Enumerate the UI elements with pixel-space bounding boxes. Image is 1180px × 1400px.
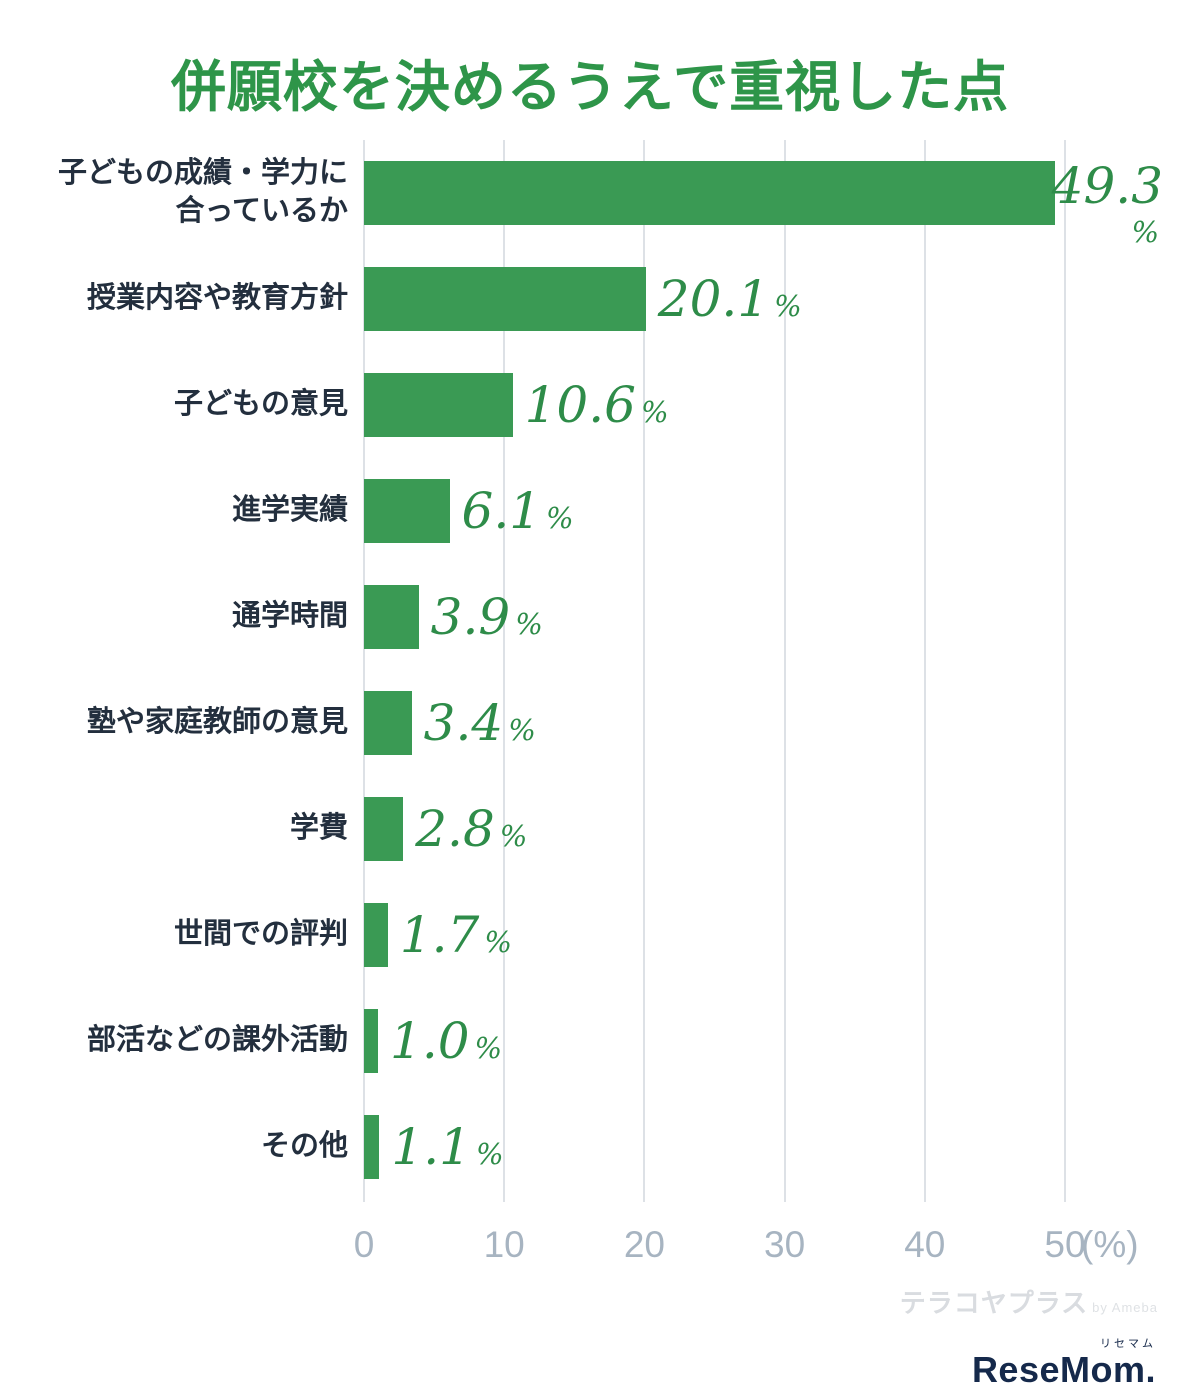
value-number: 3.9: [430, 588, 511, 646]
value-label: 20.1%: [658, 274, 802, 324]
watermark-suffix: by Ameba: [1092, 1300, 1158, 1315]
chart-title: 併願校を決めるうえで重視した点: [170, 56, 1010, 118]
watermark: テラコヤプラス by Ameba: [900, 1283, 1158, 1320]
gridline: [783, 140, 786, 1202]
value-percent-sign: %: [774, 289, 802, 323]
bar-chart: 子どもの成績・学力に 合っているか 49.3% 授業内容や教育方針 20.1% 子どもの…: [0, 140, 1180, 1290]
bar-area: 20.1%: [364, 267, 1065, 331]
bar-area: 6.1%: [364, 479, 1065, 543]
x-tick-label: 10: [483, 1224, 525, 1265]
x-tick-label: 30: [764, 1224, 806, 1265]
category-label: 授業内容や教育方針: [86, 282, 348, 315]
x-tick-label: 0: [353, 1224, 375, 1265]
value-percent-sign: %: [499, 819, 528, 853]
bar: [364, 479, 450, 543]
category-label: 子どもの意見: [173, 388, 348, 421]
x-axis-unit: (%): [1081, 1224, 1139, 1265]
bar-row: 学費 2.8%: [0, 776, 1180, 882]
bar-area: 2.8%: [364, 797, 1065, 861]
value-number: 1.7: [399, 906, 480, 964]
bar-row: 世間での評判 1.7%: [0, 882, 1180, 988]
value-percent-sign: %: [515, 607, 543, 641]
bar-row: 部活などの課外活動 1.0%: [0, 988, 1180, 1094]
bar-row: 授業内容や教育方針 20.1%: [0, 246, 1180, 352]
bar-rows: 子どもの成績・学力に 合っているか 49.3% 授業内容や教育方針 20.1% 子どもの…: [0, 140, 1180, 1200]
bar: [364, 903, 388, 967]
gridline: [643, 140, 646, 1202]
category-label: 部活などの課外活動: [86, 1024, 348, 1057]
value-number: 2.8: [415, 800, 495, 858]
category-label: 進学実績: [231, 494, 348, 527]
bar: [364, 373, 513, 437]
value-percent-sign: %: [640, 395, 669, 429]
bar-row: 進学実績 6.1%: [0, 458, 1180, 564]
grid-layer: [363, 140, 1066, 1202]
value-percent-sign: %: [546, 501, 574, 535]
value-number: 10.6: [524, 376, 636, 434]
category-label: 世間での評判: [173, 918, 348, 951]
bar-area: 1.1%: [364, 1115, 1065, 1179]
value-number: 3.4: [423, 694, 504, 752]
bar-row: 通学時間 3.9%: [0, 564, 1180, 670]
bar-area: 10.6%: [364, 373, 1065, 437]
bar-row: 子どもの意見 10.6%: [0, 352, 1180, 458]
category-label: その他: [260, 1130, 348, 1163]
value-number: 49.3: [1051, 157, 1163, 215]
value-percent-sign: %: [508, 713, 536, 747]
value-label: 1.1%: [391, 1122, 503, 1172]
value-label: 49.3%: [1052, 161, 1163, 249]
bar-area: 1.7%: [364, 903, 1065, 967]
value-percent-sign: %: [474, 1031, 503, 1065]
bar-row: 塾や家庭教師の意見 3.4%: [0, 670, 1180, 776]
bar-area: 3.9%: [364, 585, 1065, 649]
bar-row: 子どもの成績・学力に 合っているか 49.3%: [0, 140, 1180, 249]
value-percent-sign: %: [484, 925, 512, 959]
category-label: 通学時間: [231, 600, 348, 633]
category-label: 子どもの成績・学力に 合っているか: [57, 157, 348, 227]
value-number: 20.1: [657, 270, 770, 328]
category-label: 塾や家庭教師の意見: [86, 706, 348, 739]
bar: [364, 1009, 379, 1073]
gridline: [503, 140, 506, 1202]
gridline: [363, 140, 365, 1202]
bar-row: その他 1.1%: [0, 1094, 1180, 1200]
bar: [364, 267, 646, 331]
value-number: 1.0: [390, 1012, 470, 1070]
resemom-logo: リセマム ReseMom.: [972, 1339, 1156, 1388]
x-tick-label: 40: [904, 1224, 946, 1265]
bar-area: 1.0%: [364, 1009, 1065, 1073]
logo-ruby: リセマム: [1100, 1338, 1156, 1350]
value-percent-sign: %: [1131, 215, 1159, 249]
bar: [364, 585, 419, 649]
watermark-text: テラコヤプラス: [899, 1288, 1089, 1318]
value-number: 1.1: [391, 1118, 471, 1176]
x-axis: 0 10 20 30 40 50 (%): [354, 1202, 1139, 1290]
value-label: 2.8%: [415, 804, 527, 854]
x-tick-label: 50: [1044, 1224, 1086, 1265]
bar: [364, 1115, 380, 1179]
bar: [364, 161, 1056, 225]
value-label: 3.9%: [431, 592, 543, 642]
value-number: 6.1: [461, 482, 542, 540]
logo-text: ReseMom.: [971, 1349, 1156, 1390]
bar-area: 3.4%: [364, 691, 1065, 755]
value-label: 6.1%: [462, 486, 574, 536]
bar: [364, 797, 404, 861]
gridline: [923, 140, 926, 1202]
value-label: 3.4%: [424, 698, 536, 748]
category-label: 学費: [289, 812, 348, 845]
value-percent-sign: %: [475, 1137, 504, 1171]
value-label: 10.6%: [525, 380, 669, 430]
bar: [364, 691, 412, 755]
bar-area: 49.3%: [364, 161, 1163, 249]
x-tick-label: 20: [623, 1224, 665, 1265]
value-label: 1.0%: [390, 1016, 502, 1066]
gridline: [1064, 140, 1066, 1202]
value-label: 1.7%: [400, 910, 512, 960]
